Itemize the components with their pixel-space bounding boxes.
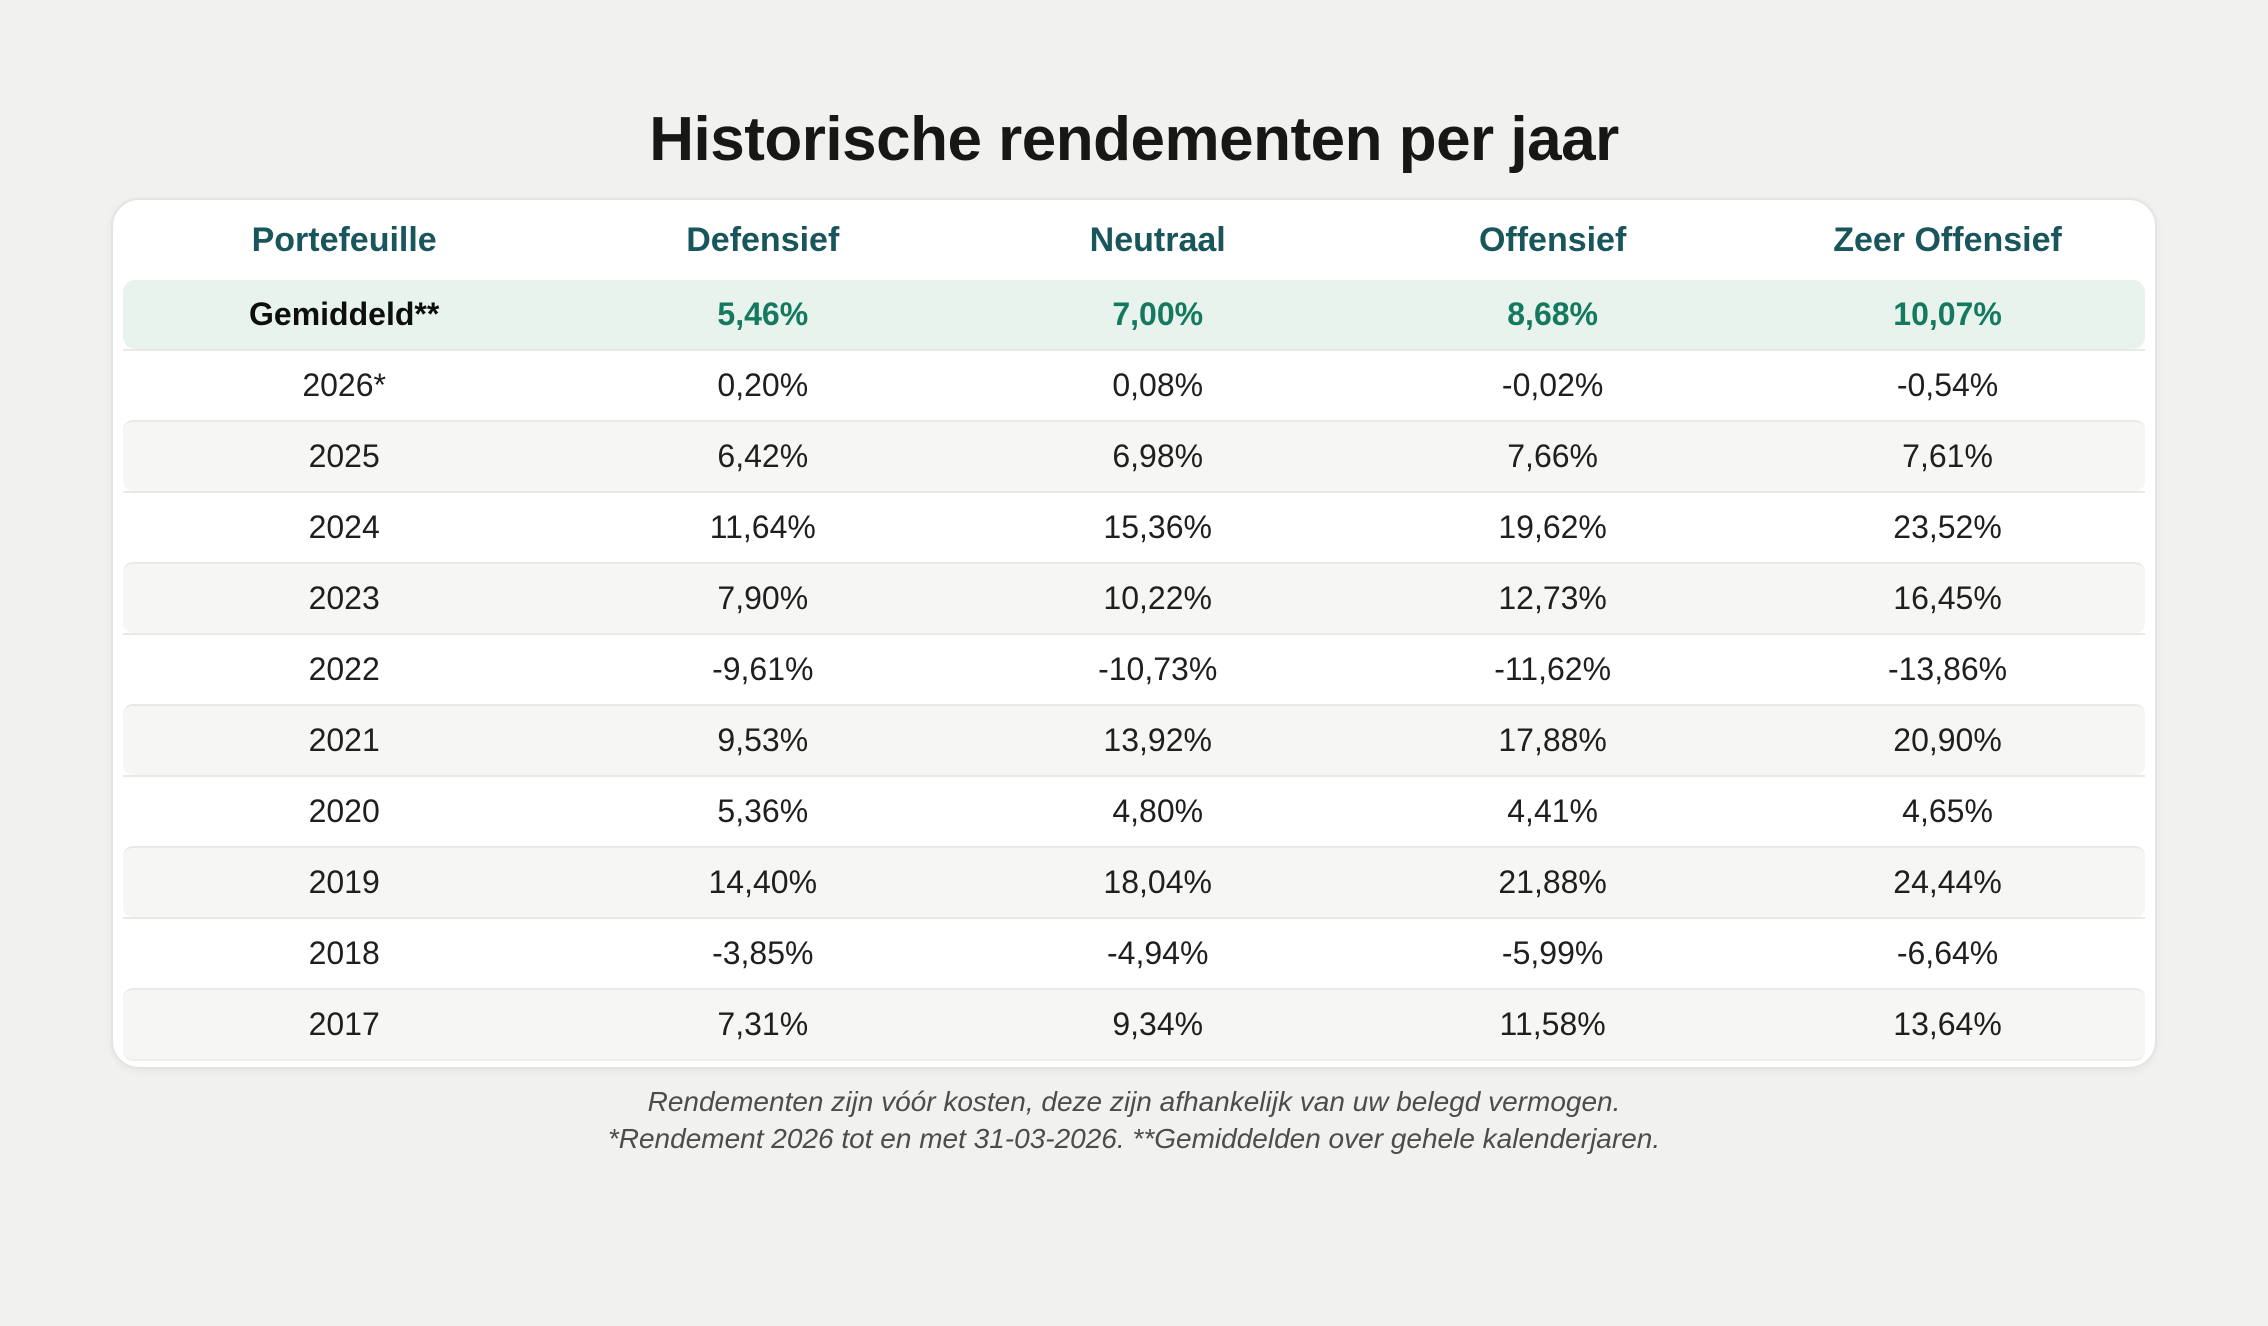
- average-value-neutraal: 7,00%: [1112, 296, 1204, 332]
- value-cell-offensief: 21,88%: [1498, 864, 1607, 900]
- value-cell-defensief: 14,40%: [708, 864, 818, 900]
- table-row-2017: 2017 7,31% 9,34% 11,58% 13,64%: [123, 988, 2145, 1061]
- year-cell: 2020: [308, 793, 380, 829]
- value-cell-neutraal: -4,94%: [1107, 935, 1209, 971]
- average-label: Gemiddeld**: [249, 296, 440, 332]
- table-row-2023: 2023 7,90% 10,22% 12,73% 16,45%: [123, 562, 2145, 633]
- value-cell-defensief: 9,53%: [717, 722, 809, 758]
- table-row-2026: 2026* 0,20% 0,08% -0,02% -0,54%: [123, 349, 2145, 420]
- average-value-defensief: 5,46%: [717, 296, 809, 332]
- value-cell-offensief: 7,66%: [1507, 438, 1598, 474]
- year-cell: 2026*: [302, 367, 386, 403]
- footnote-line-1: Rendementen zijn vóór kosten, deze zijn …: [647, 1086, 1621, 1117]
- column-header-portefeuille: Portefeuille: [251, 220, 437, 259]
- value-cell-neutraal: 15,36%: [1103, 509, 1212, 545]
- average-row: Gemiddeld** 5,46% 7,00% 8,68% 10,07%: [123, 280, 2145, 349]
- value-cell-offensief: 17,88%: [1498, 722, 1607, 758]
- table-row-2024: 2024 11,64% 15,36% 19,62% 23,52%: [123, 491, 2145, 562]
- year-cell: 2024: [308, 509, 380, 545]
- value-cell-defensief: 6,42%: [717, 438, 809, 474]
- value-cell-zeer-offensief: 20,90%: [1893, 722, 2002, 758]
- table-row-2025: 2025 6,42% 6,98% 7,66% 7,61%: [123, 420, 2145, 491]
- value-cell-neutraal: 18,04%: [1103, 864, 1212, 900]
- column-header-neutraal: Neutraal: [1089, 220, 1226, 259]
- value-cell-defensief: -3,85%: [712, 935, 814, 971]
- value-cell-offensief: -5,99%: [1501, 935, 1604, 971]
- header-row: Portefeuille Defensief Neutraal Offensie…: [123, 200, 2145, 280]
- value-cell-neutraal: -10,73%: [1098, 651, 1218, 687]
- table-row-2018: 2018 -3,85% -4,94% -5,99% -6,64%: [123, 917, 2145, 988]
- value-cell-neutraal: 4,80%: [1112, 793, 1204, 829]
- value-cell-zeer-offensief: 4,65%: [1902, 793, 1993, 829]
- value-cell-zeer-offensief: 13,64%: [1893, 1006, 2002, 1042]
- value-cell-zeer-offensief: 16,45%: [1893, 580, 2002, 616]
- year-cell: 2025: [308, 438, 380, 474]
- value-cell-zeer-offensief: 23,52%: [1893, 509, 2002, 545]
- value-cell-offensief: 4,41%: [1507, 793, 1598, 829]
- footnotes: Rendementen zijn vóór kosten, deze zijn …: [0, 1083, 2268, 1157]
- average-value-offensief: 8,68%: [1507, 296, 1598, 332]
- year-cell: 2022: [308, 651, 380, 687]
- table-row-2020: 2020 5,36% 4,80% 4,41% 4,65%: [123, 775, 2145, 846]
- page: Historische rendementen per jaar Portefe…: [0, 102, 2268, 1157]
- value-cell-zeer-offensief: 7,61%: [1902, 438, 1993, 474]
- value-cell-defensief: 0,20%: [717, 367, 809, 403]
- column-header-offensief: Offensief: [1478, 220, 1627, 259]
- table-row-2021: 2021 9,53% 13,92% 17,88% 20,90%: [123, 704, 2145, 775]
- value-cell-offensief: 11,58%: [1499, 1006, 1606, 1042]
- value-cell-defensief: -9,61%: [712, 651, 814, 687]
- page-title: Historische rendementen per jaar: [649, 105, 1619, 174]
- footnote-line-2: *Rendement 2026 tot en met 31-03-2026. *…: [607, 1123, 1661, 1154]
- value-cell-zeer-offensief: -13,86%: [1887, 651, 2008, 687]
- average-value-zeer-offensief: 10,07%: [1893, 296, 2002, 332]
- value-cell-defensief: 7,31%: [717, 1006, 809, 1042]
- year-cell: 2018: [308, 935, 380, 971]
- value-cell-offensief: 12,73%: [1498, 580, 1607, 616]
- value-cell-zeer-offensief: -6,64%: [1896, 935, 1999, 971]
- year-cell: 2021: [308, 722, 380, 758]
- column-header-defensief: Defensief: [686, 220, 840, 259]
- table-row-2019: 2019 14,40% 18,04% 21,88% 24,44%: [123, 846, 2145, 917]
- year-cell: 2023: [308, 580, 380, 616]
- value-cell-neutraal: 13,92%: [1103, 722, 1212, 758]
- value-cell-defensief: 7,90%: [717, 580, 809, 616]
- value-cell-zeer-offensief: 24,44%: [1893, 864, 2002, 900]
- value-cell-defensief: 11,64%: [709, 509, 816, 545]
- column-header-zeer-offensief: Zeer Offensief: [1833, 220, 2062, 259]
- value-cell-neutraal: 10,22%: [1103, 580, 1212, 616]
- value-cell-defensief: 5,36%: [717, 793, 809, 829]
- year-cell: 2019: [308, 864, 380, 900]
- value-cell-offensief: 19,62%: [1498, 509, 1607, 545]
- value-cell-zeer-offensief: -0,54%: [1896, 367, 1999, 403]
- value-cell-neutraal: 6,98%: [1112, 438, 1204, 474]
- value-cell-offensief: -0,02%: [1501, 367, 1604, 403]
- value-cell-neutraal: 9,34%: [1112, 1006, 1204, 1042]
- value-cell-neutraal: 0,08%: [1112, 367, 1204, 403]
- table-row-2022: 2022 -9,61% -10,73% -11,62% -13,86%: [123, 633, 2145, 704]
- value-cell-offensief: -11,62%: [1494, 651, 1612, 687]
- year-cell: 2017: [308, 1006, 380, 1042]
- returns-table-card: Portefeuille Defensief Neutraal Offensie…: [111, 198, 2157, 1069]
